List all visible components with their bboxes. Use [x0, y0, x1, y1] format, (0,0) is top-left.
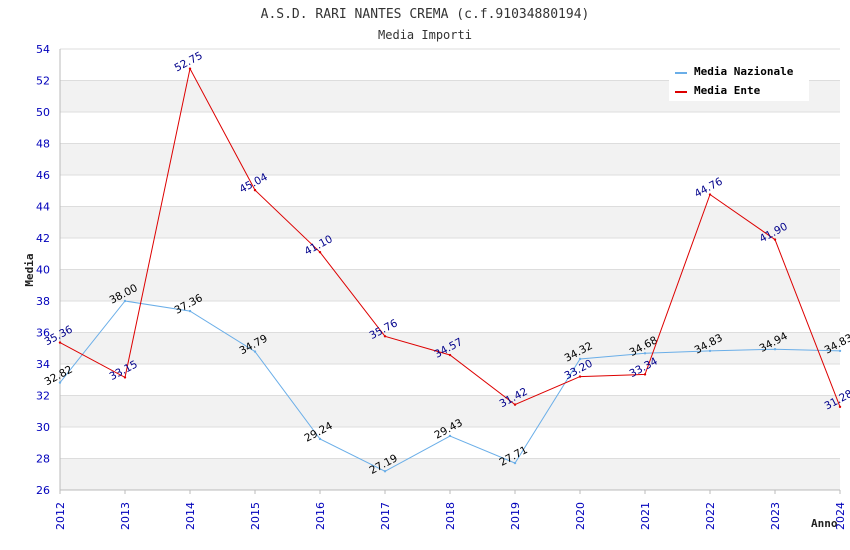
legend-label-media-ente: Media Ente	[694, 84, 761, 97]
legend-label-media-nazionale: Media Nazionale	[694, 65, 794, 78]
x-tick-label: 2015	[249, 502, 262, 530]
plot-band	[60, 364, 840, 396]
grid-lines	[60, 48, 840, 491]
x-tick-label: 2020	[574, 502, 587, 530]
data-point	[58, 341, 62, 344]
y-tick-label: 36	[36, 327, 50, 340]
chart-title: A.S.D. RARI NANTES CREMA (c.f.9103488019…	[261, 7, 590, 22]
data-point	[513, 461, 517, 465]
plot-band	[60, 112, 840, 144]
plot-band	[60, 269, 840, 301]
x-tick-label: 2023	[769, 502, 782, 530]
data-point	[513, 403, 517, 406]
data-point	[188, 67, 192, 70]
y-tick-label: 44	[36, 201, 50, 214]
x-tick-label: 2019	[509, 502, 522, 530]
data-point	[383, 335, 387, 338]
x-tick-label: 2024	[834, 502, 847, 530]
plot-band	[60, 332, 840, 364]
legend: Media Nazionale Media Ente	[669, 59, 809, 101]
plot-band	[60, 301, 840, 333]
data-point	[188, 309, 192, 313]
x-tick-label: 2017	[379, 502, 392, 530]
y-tick-labels: 26 28 30 32 34 36 38 40 42 44 46 48 50 52 54	[36, 43, 50, 497]
x-tick-label: 2012	[54, 502, 67, 530]
data-point	[253, 350, 257, 353]
y-tick-label: 38	[36, 295, 50, 308]
data-point	[708, 193, 712, 196]
data-point	[578, 357, 582, 361]
data-point	[838, 349, 842, 353]
x-tick-label: 2016	[314, 502, 327, 530]
data-point	[838, 405, 842, 409]
y-tick-label: 48	[36, 138, 50, 151]
plot-band	[60, 143, 840, 175]
plot-band	[60, 206, 840, 238]
data-point	[383, 470, 387, 473]
x-tick-label: 2018	[444, 502, 457, 530]
data-point	[448, 434, 452, 438]
data-point	[318, 250, 322, 254]
plot-band	[60, 175, 840, 207]
data-point	[123, 376, 127, 379]
y-tick-label: 28	[36, 453, 50, 466]
y-tick-label: 40	[36, 264, 50, 277]
data-point	[253, 188, 257, 192]
y-tick-label: 52	[36, 75, 50, 88]
chart-subtitle: Media Importi	[378, 28, 472, 42]
data-point	[643, 352, 647, 355]
plot-band	[60, 458, 840, 490]
y-axis-label: Media	[23, 253, 36, 286]
legend-box	[669, 59, 809, 101]
plot-band	[60, 238, 840, 270]
x-tick-label: 2021	[639, 502, 652, 530]
x-axis-label: Anno	[811, 517, 838, 530]
data-point	[773, 347, 777, 351]
y-tick-label: 30	[36, 421, 50, 434]
y-tick-label: 26	[36, 484, 50, 497]
data-point	[578, 375, 582, 378]
plot-band	[60, 427, 840, 459]
y-tick-label: 50	[36, 106, 50, 119]
x-tick-label: 2013	[119, 502, 132, 530]
data-point	[643, 373, 647, 376]
data-point	[708, 349, 712, 353]
plot-band	[60, 395, 840, 427]
data-point	[318, 437, 322, 441]
x-tick-label: 2022	[704, 502, 717, 530]
data-point	[58, 381, 62, 384]
y-tick-label: 42	[36, 232, 50, 245]
plot-bands	[60, 49, 840, 490]
x-tick-label: 2014	[184, 502, 197, 530]
data-point	[448, 353, 452, 357]
data-point	[773, 238, 777, 241]
y-tick-label: 46	[36, 169, 50, 182]
y-tick-label: 34	[36, 358, 50, 371]
y-tick-label: 32	[36, 390, 50, 403]
data-point	[123, 299, 127, 303]
y-tick-label: 54	[36, 43, 50, 56]
x-tick-labels: 2012 2013 2014 2015 2016 2017 2018 2019 2020 2021…	[54, 490, 847, 530]
